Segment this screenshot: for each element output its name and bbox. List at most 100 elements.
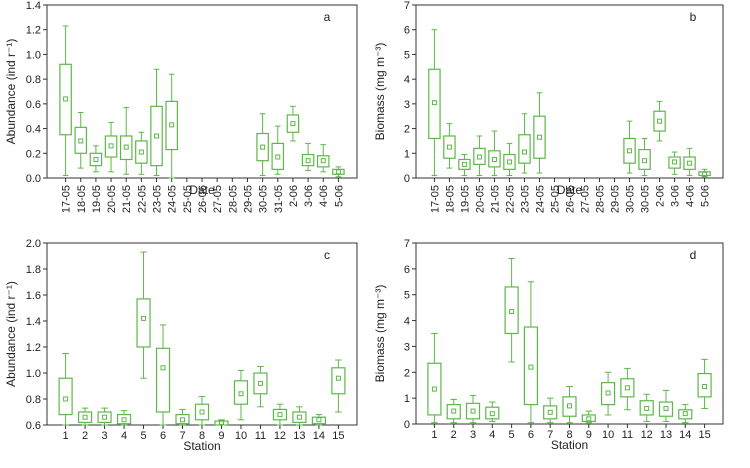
center-marker <box>78 138 84 144</box>
center-marker <box>491 156 497 162</box>
x-tick-label: 28-05 <box>227 185 239 213</box>
x-tick-label: 13 <box>660 429 672 441</box>
y-tick-label: 4 <box>404 74 410 86</box>
center-marker <box>657 118 663 124</box>
box <box>623 137 636 164</box>
box <box>658 401 674 417</box>
x-tick-label: 31-05 <box>273 185 285 213</box>
center-marker <box>160 365 166 371</box>
y-tick-label: 0.2 <box>26 148 41 160</box>
x-tick-label: 1 <box>63 430 69 442</box>
x-tick-label: 13 <box>293 430 305 442</box>
x-tick-label: 12 <box>641 429 653 441</box>
box <box>639 400 654 416</box>
box <box>256 132 269 162</box>
y-tick-label: 1.4 <box>26 0 41 12</box>
y-tick-label: 6 <box>404 264 410 276</box>
center-marker <box>121 417 127 423</box>
box <box>59 63 72 136</box>
box <box>620 378 635 398</box>
x-tick-label: 5-06 <box>333 185 345 207</box>
box <box>194 403 210 421</box>
x-tick-label: 3 <box>102 430 108 442</box>
x-axis-label: Date <box>189 183 215 197</box>
y-tick-label: 1.2 <box>26 25 41 37</box>
center-marker <box>605 390 611 396</box>
y-axis-label: Biomass (mg m⁻³) <box>373 285 387 383</box>
box <box>678 409 693 420</box>
box <box>155 347 171 413</box>
y-axis-label: Abundance (ind r⁻¹) <box>4 281 18 387</box>
center-marker <box>102 414 108 420</box>
box <box>331 367 346 395</box>
x-tick-label: 18-05 <box>76 185 88 213</box>
center-marker <box>663 405 669 411</box>
box <box>77 411 93 423</box>
box <box>233 380 249 405</box>
center-marker <box>316 417 322 423</box>
y-tick-label: 0.4 <box>26 124 41 136</box>
x-tick-label: 1 <box>431 429 437 441</box>
center-marker <box>627 148 633 154</box>
x-tick-label: 11 <box>622 429 633 441</box>
x-tick-label: 10 <box>235 430 247 442</box>
box <box>581 414 596 423</box>
y-tick-label: 7 <box>404 238 410 250</box>
center-marker <box>702 384 708 390</box>
center-marker <box>138 149 144 155</box>
center-marker <box>290 121 296 127</box>
center-marker <box>567 403 572 409</box>
panel-label: a <box>324 10 331 24</box>
box <box>89 152 103 167</box>
box <box>97 411 112 423</box>
x-tick-label: 9 <box>218 430 224 442</box>
box <box>504 286 519 335</box>
y-tick-label: 1.0 <box>26 368 41 380</box>
box <box>446 404 461 420</box>
x-tick-label: 11 <box>255 430 266 442</box>
center-marker <box>536 134 542 140</box>
x-tick-label: 7 <box>179 430 185 442</box>
box <box>150 105 163 167</box>
box <box>465 402 481 420</box>
y-tick-label: 7 <box>404 0 410 12</box>
x-tick-label: 3 <box>470 429 476 441</box>
x-tick-label: 26-06 <box>197 185 209 213</box>
x-tick-label: 22-05 <box>504 185 516 213</box>
box <box>653 110 666 132</box>
center-marker <box>218 419 224 425</box>
x-axis-label: Date <box>557 183 583 197</box>
x-tick-label: 21-05 <box>121 185 133 213</box>
center-marker <box>431 100 437 106</box>
x-tick-label: 23-05 <box>519 185 531 213</box>
box <box>518 134 531 164</box>
center-marker <box>624 385 630 391</box>
box <box>165 100 178 151</box>
y-tick-label: 6 <box>404 25 410 37</box>
center-marker <box>180 417 186 423</box>
x-tick-label: 5 <box>509 429 515 441</box>
x-tick-label: 8 <box>566 429 572 441</box>
x-tick-label: 23-05 <box>152 185 164 213</box>
x-tick-label: 30-05 <box>640 185 652 213</box>
y-axis-label: Biomass (mg m⁻³) <box>373 43 387 141</box>
x-tick-label: 5-06 <box>700 185 712 207</box>
box <box>301 153 315 167</box>
box <box>135 140 148 164</box>
x-tick-label: 4-06 <box>685 185 697 207</box>
center-marker <box>63 96 69 102</box>
x-tick-label: 30-05 <box>258 185 270 213</box>
box <box>473 147 486 166</box>
center-marker <box>528 364 534 370</box>
center-marker <box>335 169 341 175</box>
y-tick-label: 5 <box>404 49 410 61</box>
box <box>443 135 456 159</box>
center-marker <box>296 414 302 420</box>
box <box>697 372 712 398</box>
center-marker <box>586 416 592 422</box>
x-tick-label: 19-05 <box>91 185 103 213</box>
box <box>428 68 441 140</box>
center-marker <box>702 171 708 177</box>
x-tick-label: 20-05 <box>474 185 486 213</box>
center-marker <box>123 144 129 150</box>
